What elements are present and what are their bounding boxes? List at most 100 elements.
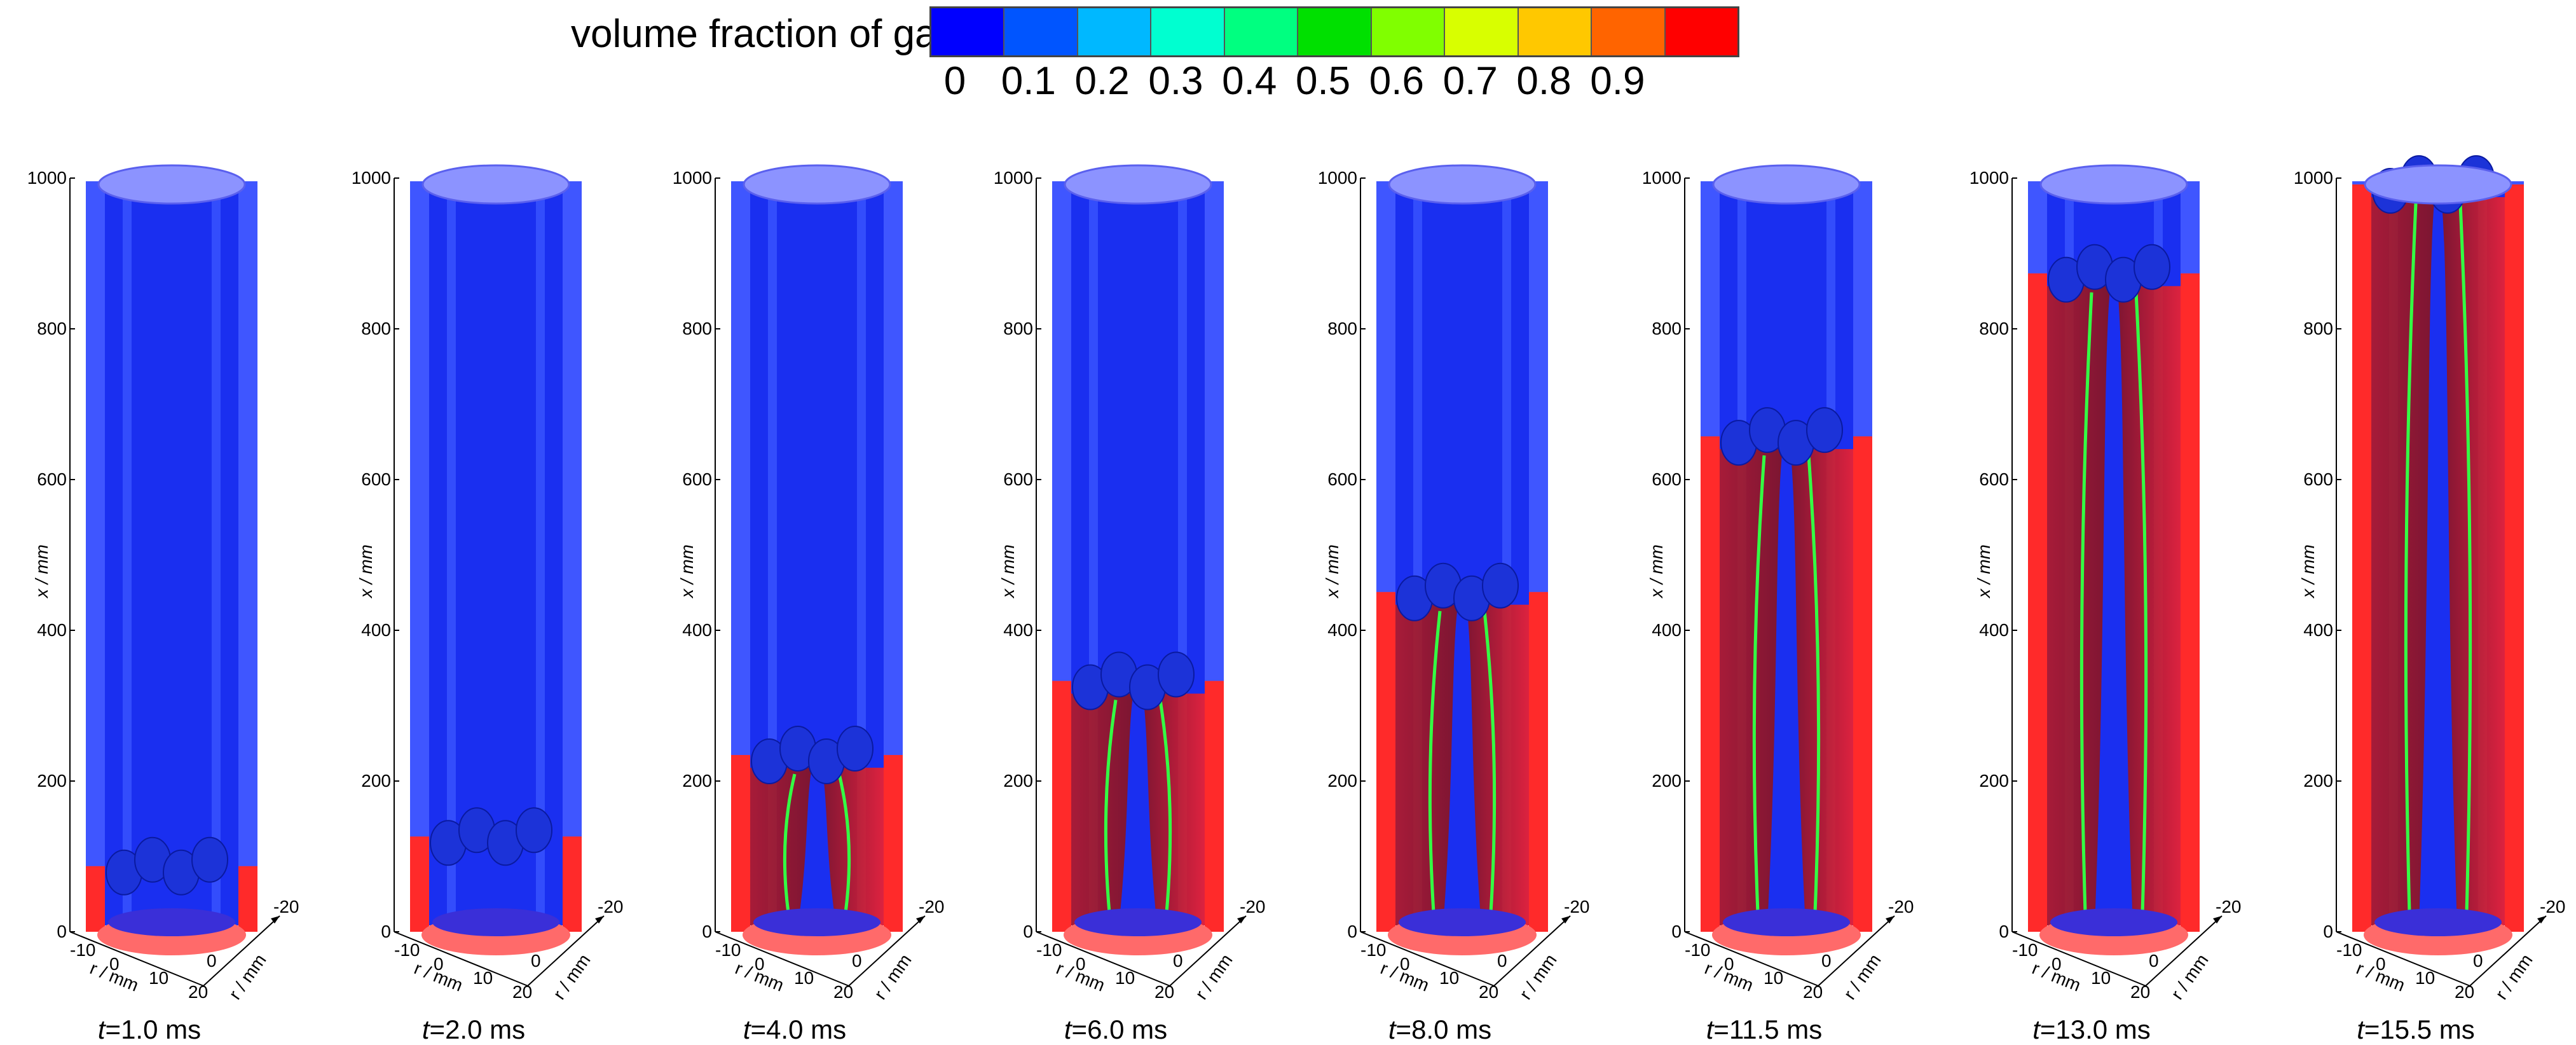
colorbar-tick-label: 0.7 — [1442, 59, 1498, 103]
r-tick-label: 10 — [2091, 968, 2111, 988]
r-tick-label: 10 — [1439, 968, 1460, 988]
x-tick-label: 1000 — [2293, 168, 2333, 188]
r-axis-line-side — [2145, 915, 2223, 986]
time-variable: t — [2032, 1014, 2040, 1044]
cylinder-top-cap — [743, 164, 891, 205]
x-tick-label: 200 — [1003, 771, 1033, 791]
colorbar-tick-label: 0 — [943, 59, 966, 103]
right-flange — [238, 181, 257, 932]
x-tick-label: 200 — [682, 771, 712, 791]
r-axis-line-side — [848, 915, 926, 986]
x-tick-label: 1000 — [27, 168, 67, 188]
colorbar-title: volume fraction of gas — [571, 12, 957, 56]
r-tick-label: -10 — [715, 940, 741, 960]
r-tick-label: 20 — [1803, 982, 1823, 1002]
time-variable: t — [2357, 1014, 2364, 1044]
cylinder-top-cap — [2039, 164, 2188, 205]
time-value: =15.5 ms — [2364, 1014, 2475, 1044]
r-tick-label: 20 — [1479, 982, 1499, 1002]
gas-front-blob — [2134, 244, 2170, 290]
x-tick-label: 400 — [361, 620, 391, 640]
cylinder-plot — [715, 164, 926, 986]
r-tick-label: 0 — [1400, 954, 1410, 974]
x-tick-label: 400 — [1003, 620, 1033, 640]
r-tick-label: 20 — [188, 982, 209, 1002]
r-tick-label: 0 — [1076, 954, 1086, 974]
axis-arrow — [271, 916, 280, 924]
gas-region-left — [1052, 681, 1071, 932]
time-label: t=11.5 ms — [1627, 1014, 1901, 1045]
r-tick-label: 0 — [755, 954, 765, 974]
time-value: =11.5 ms — [1713, 1014, 1823, 1044]
interface-streak — [1428, 611, 1442, 913]
x-tick-label: 0 — [1671, 922, 1682, 941]
gas-region-left — [86, 866, 105, 932]
inner-stripe — [536, 184, 545, 925]
r-side-tick-label: 0 — [1497, 951, 1507, 971]
colorbar-swatch — [1371, 8, 1446, 55]
r-axis-line-front — [69, 931, 204, 986]
x-tick-label: 800 — [1979, 319, 2009, 338]
r-axis-line-side — [203, 915, 280, 986]
time-value: =2.0 ms — [429, 1014, 526, 1044]
x-tick-label: 800 — [361, 319, 391, 338]
x-axis-label: x / mm — [998, 544, 1018, 598]
r-side-tick-label: 0 — [2473, 951, 2483, 971]
liquid-jet — [1119, 674, 1157, 925]
left-flange — [86, 181, 105, 932]
r-tick-label: -10 — [1685, 940, 1711, 960]
cylinder-bottom-face — [1399, 908, 1526, 936]
r-axis-line-side — [1493, 915, 1571, 986]
interface-streak — [2134, 292, 2148, 913]
x-tick-label: 1000 — [1317, 168, 1357, 188]
axis-arrow — [595, 916, 604, 924]
time-variable: t — [1388, 1014, 1396, 1044]
interface-streak — [1752, 455, 1766, 913]
r-tick-label: 10 — [794, 968, 814, 988]
x-axis-label: x / mm — [356, 544, 376, 598]
colorbar-swatch — [1224, 8, 1299, 55]
cylinder-bottom-face — [432, 908, 559, 936]
colorbar-tick-label: 0.6 — [1369, 59, 1425, 103]
r-side-tick-label: -20 — [2540, 897, 2566, 917]
x-tick-label: 0 — [1999, 922, 2009, 941]
time-variable: t — [1706, 1014, 1714, 1044]
r-tick-label: -10 — [1036, 940, 1062, 960]
cylinder-top-cap — [1712, 164, 1861, 205]
liquid-jet — [1443, 585, 1481, 925]
colorbar-swatch — [1518, 8, 1593, 55]
x-tick-label: 200 — [2303, 771, 2333, 791]
r-side-tick-label: 0 — [1173, 951, 1183, 971]
gas-region-left — [410, 836, 429, 932]
cylinder-plot — [69, 164, 280, 986]
r-tick-label: 20 — [2130, 982, 2151, 1002]
r-tick-label: 10 — [1115, 968, 1135, 988]
x-tick-label: 800 — [1003, 319, 1033, 338]
time-value: =1.0 ms — [105, 1014, 202, 1044]
x-axis-label: x / mm — [2298, 544, 2318, 598]
gas-region-left — [1376, 592, 1395, 932]
time-label: t=2.0 ms — [337, 1014, 610, 1045]
r-tick-label: 0 — [1724, 954, 1734, 974]
interface-streak — [1807, 455, 1821, 913]
gas-front-blob — [516, 807, 552, 854]
gas-region-right — [1205, 681, 1224, 932]
x-tick-label: 200 — [1652, 771, 1682, 791]
cylinder-top-cap — [1388, 164, 1537, 205]
r-axis-line-side — [1169, 915, 1247, 986]
r-tick-label: 10 — [149, 968, 169, 988]
r-side-tick-label: 0 — [2149, 951, 2159, 971]
interface-streak — [1483, 611, 1497, 913]
time-variable: t — [421, 1014, 430, 1044]
interface-streak — [1104, 700, 1118, 913]
cylinder-plot — [1036, 164, 1247, 986]
gas-region-right — [563, 836, 582, 932]
r-tick-label: 20 — [1154, 982, 1175, 1002]
r-tick-label: -10 — [394, 940, 420, 960]
x-tick-label: 800 — [2303, 319, 2333, 338]
left-flange — [410, 181, 429, 932]
r-tick-label: 20 — [2455, 982, 2475, 1002]
colorbar-tick-label: 0.8 — [1516, 59, 1572, 103]
time-value: =8.0 ms — [1395, 1014, 1492, 1044]
colorbar-swatch — [1151, 8, 1225, 55]
